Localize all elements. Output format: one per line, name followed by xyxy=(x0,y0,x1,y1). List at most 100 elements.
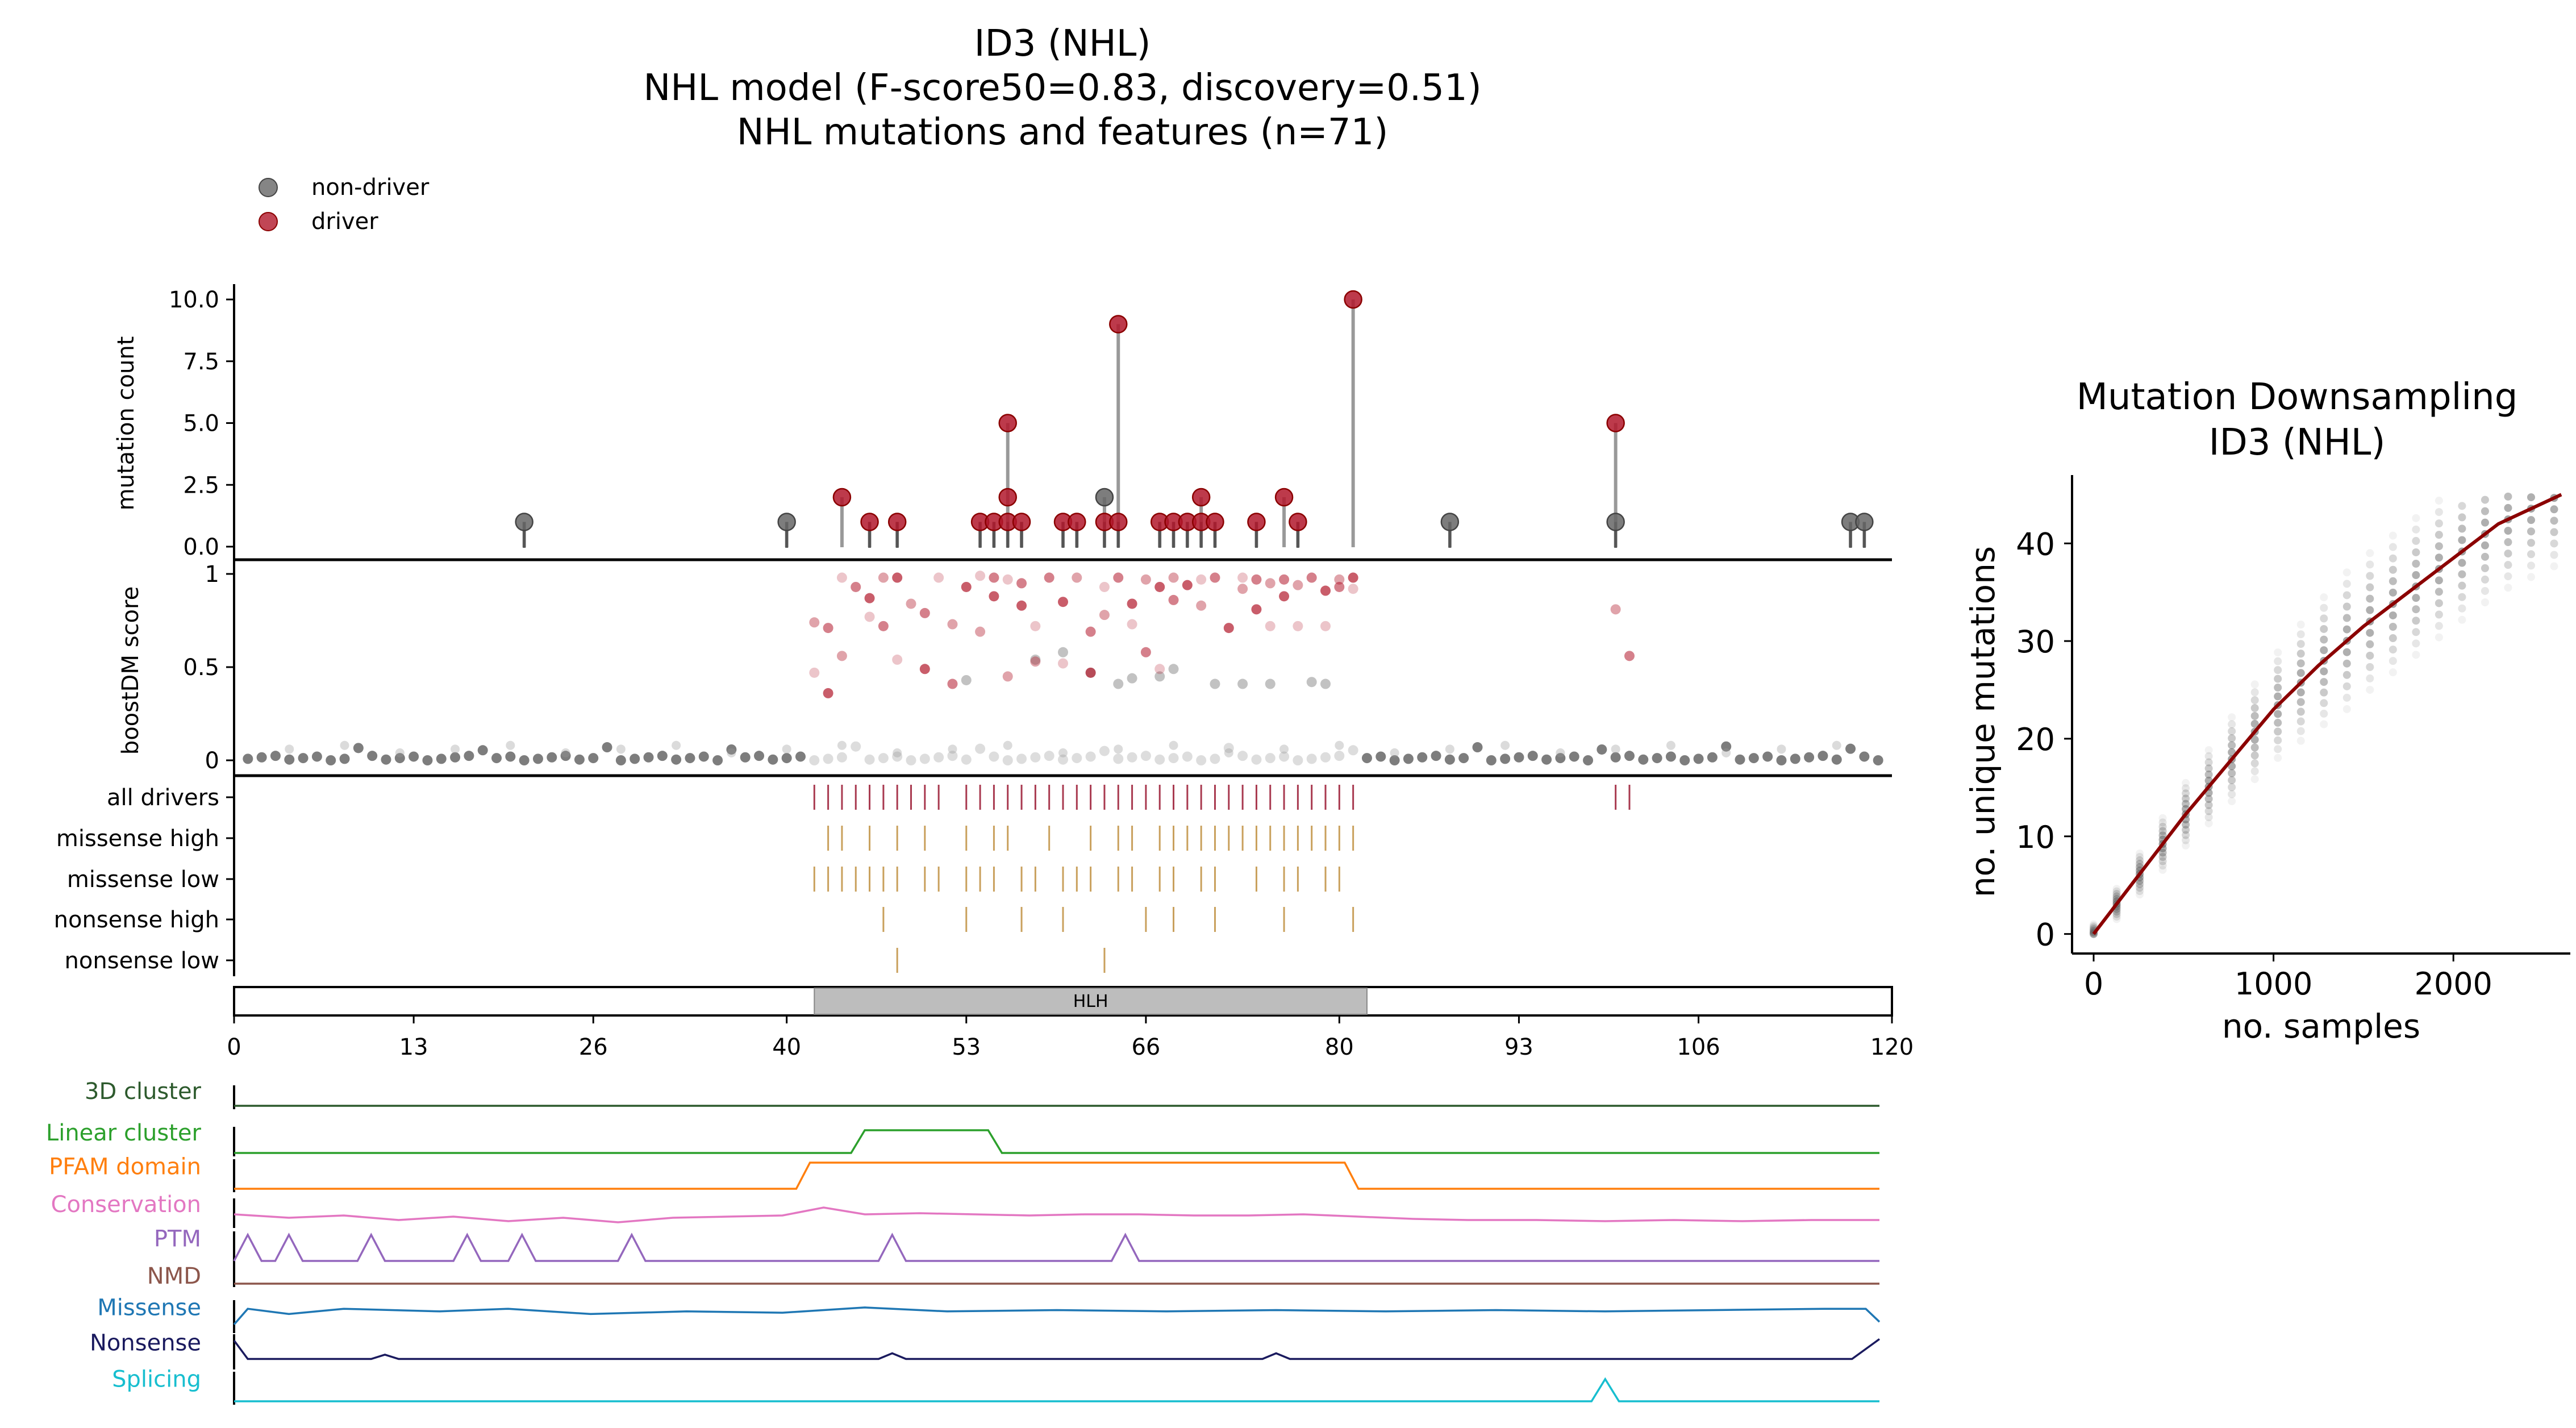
track-line xyxy=(234,1206,1879,1223)
boostdm-high-point xyxy=(1279,591,1290,602)
downsampling-point xyxy=(2204,807,2213,815)
tick-row-label: all drivers xyxy=(107,785,219,811)
boostdm-low-point xyxy=(1114,744,1123,754)
boostdm-high-point xyxy=(947,678,958,689)
downsampling-point xyxy=(2296,688,2305,697)
downsampling-point xyxy=(2228,713,2236,722)
non-driver-point xyxy=(1855,513,1874,531)
boostdm-low-point xyxy=(588,753,599,764)
track-line xyxy=(234,1377,1879,1402)
downsampling-point xyxy=(2458,604,2466,613)
downsampling-point xyxy=(2182,831,2190,839)
boostdm-low-point xyxy=(1818,751,1828,761)
boostdm-low-point xyxy=(1859,751,1870,762)
boostdm-high-point xyxy=(1154,664,1165,675)
boostdm-low-point xyxy=(864,754,875,765)
boostdm-low-point xyxy=(1265,753,1276,764)
boostdm-low-point xyxy=(823,753,833,764)
downsampling-point xyxy=(2296,650,2305,658)
downsampling-point xyxy=(2158,857,2167,865)
downsampling-point xyxy=(2504,492,2512,501)
boostdm-low-point xyxy=(1873,755,1883,765)
downsampling-point xyxy=(2435,633,2443,642)
boostdm-low-point xyxy=(285,744,294,754)
boostdm-low-point xyxy=(1444,754,1455,765)
boostdm-low-point xyxy=(1099,746,1110,756)
downsampling-point xyxy=(2550,505,2558,514)
downsampling-point xyxy=(2250,688,2259,697)
boostdm-low-point xyxy=(1030,752,1041,763)
downsampling-point xyxy=(2296,698,2305,706)
downsampling-point xyxy=(2481,598,2489,607)
downsampling-point xyxy=(2274,718,2282,727)
downsampling-point xyxy=(2204,813,2213,822)
downsampling-point xyxy=(2112,890,2121,898)
downsampling-point xyxy=(2158,814,2167,822)
downsampling-point xyxy=(2412,594,2420,602)
boostdm-high-point xyxy=(809,667,820,678)
boostdm-high-point xyxy=(1196,600,1207,611)
downsampling-point xyxy=(2527,561,2535,570)
boostdm-low-point xyxy=(1555,753,1566,764)
boostdm-low-point xyxy=(1390,748,1399,757)
boostdm-low-point xyxy=(561,748,570,757)
boostdm-high-point xyxy=(1624,651,1635,661)
track-line xyxy=(233,1306,1881,1325)
boostdm-low-point xyxy=(961,754,972,765)
boostdm-low-point xyxy=(1693,753,1704,764)
boostdm-low-point xyxy=(1223,743,1234,753)
driver-point xyxy=(1068,513,1086,531)
lollipop-y-tick-label: 2.5 xyxy=(183,472,219,498)
downsampling-point xyxy=(2296,727,2305,735)
boostdm-low-point xyxy=(1168,753,1179,764)
lollipop-y-tick-label: 10.0 xyxy=(169,287,219,313)
boostdm-high-point xyxy=(1293,621,1303,631)
boostdm-high-point xyxy=(1030,621,1041,631)
boostdm-mid-point xyxy=(961,675,972,685)
downsampling-point xyxy=(2320,699,2328,707)
boostdm-low-point xyxy=(422,755,433,765)
downsampling-point xyxy=(2320,709,2328,718)
downsampling-point xyxy=(2389,668,2397,677)
downsampling-point xyxy=(2274,736,2282,744)
track-label: Conservation xyxy=(51,1192,201,1218)
downsampling-point xyxy=(2182,789,2190,798)
downsampling-point xyxy=(2204,771,2213,779)
downsampling-point xyxy=(2136,849,2144,857)
boostdm-low-point xyxy=(477,745,488,756)
non-driver-point xyxy=(1440,513,1460,531)
downsampling-point xyxy=(2435,588,2443,596)
boostdm-low-point xyxy=(782,744,791,754)
boostdm-low-point xyxy=(906,755,916,765)
downsampling-point xyxy=(2136,890,2144,899)
boostdm-low-point xyxy=(1804,752,1815,763)
downsampling-point xyxy=(2274,745,2282,753)
driver-point xyxy=(998,414,1017,432)
downsampling-point xyxy=(2366,606,2374,614)
downsampling-point xyxy=(2527,527,2535,536)
boostdm-high-point xyxy=(864,593,875,603)
downsampling-point xyxy=(2250,696,2259,705)
boostdm-high-point xyxy=(823,688,833,698)
downsampling-point xyxy=(2412,525,2420,534)
boostdm-low-point xyxy=(837,740,847,750)
downsampling-point xyxy=(2136,860,2144,868)
boostdm-high-point xyxy=(1251,574,1262,585)
boostdm-low-point xyxy=(989,751,999,762)
downsampling-point xyxy=(2481,507,2489,515)
downsampling-point xyxy=(2320,688,2328,697)
downsampling-point xyxy=(2481,496,2489,504)
track-label: Nonsense xyxy=(90,1330,201,1356)
downsampling-point xyxy=(2204,752,2213,760)
boostdm-low-point xyxy=(851,741,861,752)
downsampling-point xyxy=(2274,692,2282,701)
downsampling-point xyxy=(2274,684,2282,692)
boostdm-low-point xyxy=(326,755,336,765)
downsampling-point xyxy=(2228,734,2236,743)
downsampling-point xyxy=(2228,720,2236,728)
downsampling-point xyxy=(2274,666,2282,675)
boostdm-low-point xyxy=(672,740,681,750)
track-label: NMD xyxy=(147,1263,201,1289)
downsampling-point xyxy=(2342,648,2351,656)
downsampling-point xyxy=(2412,628,2420,636)
